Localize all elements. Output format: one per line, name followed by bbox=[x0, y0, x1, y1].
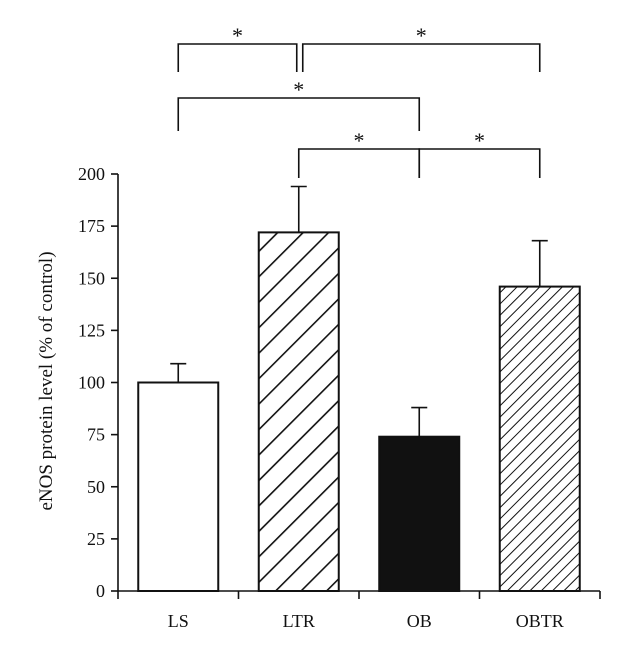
significance-bracket bbox=[418, 148, 541, 178]
y-tick-label: 200 bbox=[78, 164, 105, 184]
bars bbox=[137, 231, 581, 592]
y-tick-label: 125 bbox=[78, 320, 105, 340]
y-tick-label: 175 bbox=[78, 216, 105, 236]
significance-label: * bbox=[354, 128, 365, 153]
significance-bracket bbox=[297, 148, 421, 178]
y-tick-label: 100 bbox=[78, 373, 105, 393]
bar-ls bbox=[137, 381, 220, 592]
x-tick-label: LTR bbox=[283, 611, 315, 631]
significance-label: * bbox=[474, 128, 485, 153]
significance-label: * bbox=[232, 23, 243, 48]
x-tick-label: OBTR bbox=[516, 611, 564, 631]
bar-ltr bbox=[257, 231, 340, 592]
bar-obtr bbox=[498, 285, 581, 592]
x-tick-label: OB bbox=[407, 611, 432, 631]
y-tick-label: 150 bbox=[78, 268, 105, 288]
significance-label: * bbox=[293, 77, 304, 102]
error-bars bbox=[170, 185, 548, 437]
bar-ob bbox=[378, 435, 461, 592]
significance-bracket bbox=[177, 97, 421, 131]
y-tick-label: 0 bbox=[96, 581, 105, 601]
significance-label: * bbox=[416, 23, 427, 48]
y-tick-label: 50 bbox=[87, 477, 105, 497]
significance-brackets: * * * * * bbox=[177, 23, 541, 178]
y-tick-label: 75 bbox=[87, 425, 105, 445]
y-axis-title: eNOS protein level (% of control) bbox=[36, 251, 57, 510]
x-tick-label: LS bbox=[168, 611, 189, 631]
significance-bracket bbox=[301, 43, 541, 72]
significance-bracket bbox=[177, 43, 298, 72]
axes: 0 25 50 75 100 125 150 175 200 LS LTR OB OBTR bbox=[78, 164, 601, 631]
y-tick-label: 25 bbox=[87, 529, 105, 549]
